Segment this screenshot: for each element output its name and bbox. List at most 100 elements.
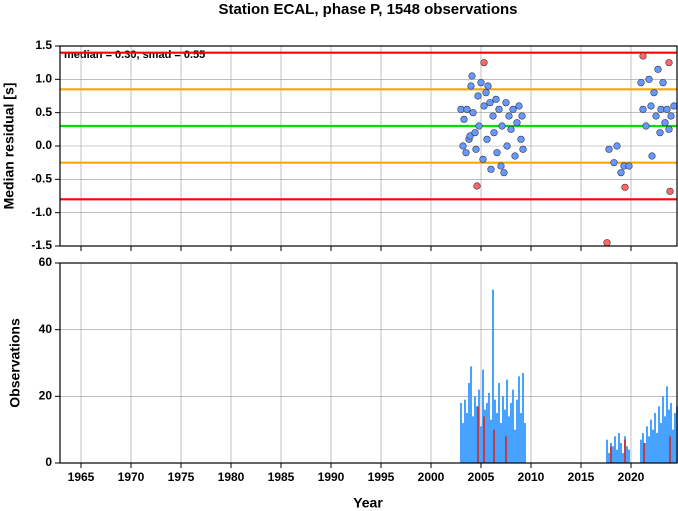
bar (660, 423, 662, 463)
bar (482, 369, 484, 463)
point (467, 82, 475, 90)
x-tick-label: 1965 (68, 470, 95, 484)
point (507, 125, 515, 133)
x-tick-label: 1985 (268, 470, 295, 484)
bar (648, 436, 650, 463)
point (472, 145, 480, 153)
point (511, 152, 519, 160)
x-tick-label: 1975 (168, 470, 195, 484)
bar (640, 439, 642, 463)
bar (626, 446, 628, 463)
annotation: median = 0.30, smad = 0.55 (64, 49, 205, 61)
bar (668, 409, 670, 463)
bar (493, 429, 495, 463)
bar (524, 423, 526, 463)
bar (464, 399, 466, 463)
bar (622, 453, 624, 463)
bar (480, 426, 482, 463)
x-tick-label: 2000 (418, 470, 445, 484)
point (657, 105, 665, 113)
bar (656, 433, 658, 463)
point (642, 122, 650, 130)
bar (484, 409, 486, 463)
point (603, 239, 611, 247)
point (497, 162, 505, 170)
point (468, 72, 476, 80)
x-tick-label: 2020 (618, 470, 645, 484)
y-tick-label: 1.5 (35, 38, 52, 52)
plot-frame (59, 262, 678, 464)
point (639, 52, 647, 60)
point (621, 183, 629, 191)
point (480, 59, 488, 67)
point (482, 89, 490, 97)
point (650, 89, 658, 97)
bar (504, 409, 506, 463)
point (518, 112, 526, 120)
bar (514, 429, 516, 463)
bar (654, 413, 656, 463)
point (459, 142, 467, 150)
bar (492, 289, 494, 463)
bar (612, 446, 614, 463)
bar (500, 423, 502, 463)
bar (658, 406, 660, 463)
bar (628, 449, 630, 463)
bar (466, 413, 468, 463)
point (637, 79, 645, 87)
point (509, 105, 517, 113)
point (639, 105, 647, 113)
bar (664, 416, 666, 463)
bar (510, 403, 512, 463)
point (492, 95, 500, 103)
bar (620, 443, 622, 463)
point (469, 109, 477, 117)
point (463, 105, 471, 113)
point (460, 115, 468, 123)
bar (608, 453, 610, 463)
point (654, 65, 662, 73)
point (648, 152, 656, 160)
point (471, 129, 479, 137)
point (489, 112, 497, 120)
y-tick-label: -0.5 (31, 172, 52, 186)
point (645, 75, 653, 83)
point (475, 122, 483, 130)
x-tick-label: 1990 (318, 470, 345, 484)
point (466, 132, 474, 140)
point (473, 182, 481, 190)
bar (670, 403, 672, 463)
bar (624, 439, 626, 463)
point (480, 102, 488, 110)
x-tick-label: 1980 (218, 470, 245, 484)
point (457, 105, 465, 113)
chart-title: Station ECAL, phase P, 1548 observations (219, 1, 518, 18)
point (665, 125, 673, 133)
point (477, 79, 485, 87)
y-tick-label: 1.0 (35, 72, 52, 86)
point (487, 165, 495, 173)
bar (672, 429, 674, 463)
x-axis-label: Year (353, 495, 383, 511)
bar (460, 403, 462, 463)
bar (486, 403, 488, 463)
point (661, 119, 669, 127)
point (663, 105, 671, 113)
bar (488, 393, 490, 463)
bar (496, 413, 498, 463)
bar (472, 416, 474, 463)
point (647, 102, 655, 110)
y-tick-label: -1.0 (31, 205, 52, 219)
point (667, 112, 675, 120)
bar (520, 413, 522, 463)
bar (646, 426, 648, 463)
point (515, 102, 523, 110)
point (503, 142, 511, 150)
bar (506, 379, 508, 463)
point (502, 99, 510, 107)
bar (476, 406, 478, 463)
bar (522, 373, 524, 463)
point (625, 162, 633, 170)
bar (494, 399, 496, 463)
bar (483, 416, 485, 463)
